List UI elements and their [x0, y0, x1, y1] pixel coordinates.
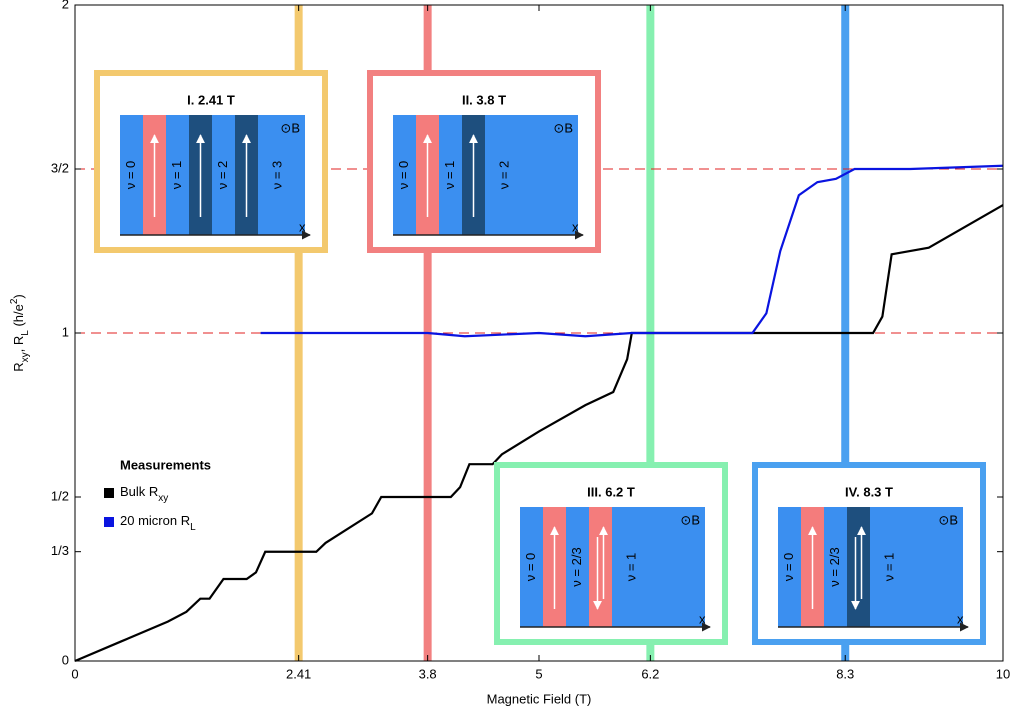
legend-label: 20 micron RL	[120, 513, 196, 533]
filling-label: ν = 0	[781, 553, 796, 582]
text-part: 20 micron R	[120, 513, 190, 528]
x-tick-label: 10	[996, 666, 1010, 681]
filling-label: ν = 2/3	[569, 547, 584, 586]
x-tick-label: 3.8	[419, 666, 437, 681]
x-tick-label: 2.41	[286, 666, 311, 681]
field-label: ⊙B	[938, 512, 958, 527]
text-part: 2	[9, 298, 20, 304]
y-tick-label: 1/3	[51, 543, 69, 558]
field-label: ⊙B	[280, 120, 300, 135]
filling-label: ν = 2	[215, 161, 230, 190]
inset-axis-label: x	[699, 611, 706, 626]
x-tick-label: 6.2	[641, 666, 659, 681]
text-part: )	[11, 294, 26, 298]
text-part: L	[20, 330, 31, 336]
filling-label: ν = 3	[269, 161, 284, 190]
y-tick-label: 1/2	[51, 488, 69, 503]
inset-title: I. 2.41 T	[187, 92, 235, 107]
y-tick-label: 0	[62, 652, 69, 667]
legend-swatch	[104, 517, 114, 527]
filling-label: ν = 2/3	[827, 547, 842, 586]
x-tick-label: 8.3	[836, 666, 854, 681]
y-tick-label: 2	[62, 0, 69, 11]
filling-label: ν = 0	[523, 553, 538, 582]
text-part: xy	[20, 352, 31, 362]
legend-title: Measurements	[120, 457, 211, 472]
filling-label: ν = 0	[123, 161, 138, 190]
x-axis-label: Magnetic Field (T)	[487, 691, 592, 706]
inset-axis-label: x	[957, 611, 964, 626]
filling-label: ν = 1	[442, 161, 457, 190]
series-line	[260, 164, 1004, 338]
filling-label: ν = 1	[169, 161, 184, 190]
filling-label: ν = 1	[881, 553, 896, 582]
text-part: Bulk R	[120, 484, 158, 499]
legend-label: Bulk Rxy	[120, 484, 168, 504]
legend-swatch	[104, 488, 114, 498]
filling-label: ν = 1	[623, 553, 638, 582]
filling-label: ν = 0	[396, 161, 411, 190]
edge-strip	[589, 507, 612, 627]
field-label: ⊙B	[553, 120, 573, 135]
text-part: R	[11, 362, 26, 371]
inset-axis-label: x	[572, 219, 579, 234]
edge-strip	[847, 507, 870, 627]
text-part: (h/e	[11, 304, 26, 330]
inset-title: III. 6.2 T	[587, 484, 635, 499]
y-axis-label: Rxy, RL (h/e2)	[9, 294, 31, 372]
text-part: , R	[11, 336, 26, 353]
plot-frame	[74, 4, 1004, 662]
inset-title: IV. 8.3 T	[845, 484, 893, 499]
field-label: ⊙B	[680, 512, 700, 527]
inset-title: II. 3.8 T	[462, 92, 506, 107]
y-tick-label: 1	[62, 324, 69, 339]
filling-label: ν = 2	[496, 161, 511, 190]
text-part: xy	[158, 493, 168, 504]
inset-axis-label: x	[299, 219, 306, 234]
x-tick-label: 0	[71, 666, 78, 681]
x-tick-label: 5	[535, 666, 542, 681]
text-part: L	[190, 522, 196, 533]
y-tick-label: 3/2	[51, 160, 69, 175]
